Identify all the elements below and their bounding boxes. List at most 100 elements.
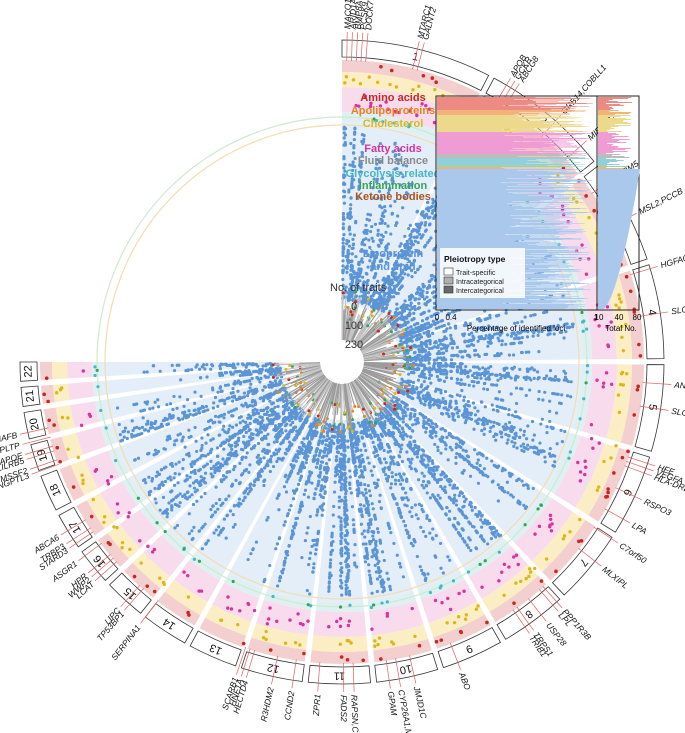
point-lipoprotein [345,264,349,268]
point-lipoprotein [557,401,562,405]
point-lipoprotein [562,336,566,340]
band-chr14-4 [195,407,314,572]
point-lipoprotein [314,465,319,469]
point-cholesterol [544,557,549,561]
point-lipoprotein [402,315,406,320]
point-lipoprotein [375,162,379,166]
point-lipoprotein [372,177,376,181]
point-lipoprotein [504,311,508,315]
band-chr21-2 [67,381,95,401]
point-lipoprotein [412,538,417,543]
point-lipoprotein [380,214,384,218]
band-chr8-1 [481,564,539,612]
point-lipoprotein [438,351,442,356]
point-lipoprotein [434,430,438,435]
point-glycolysis [369,605,373,610]
point-lipoprotein [420,210,424,214]
point-lipoprotein [399,434,403,438]
band-chr8-2 [469,546,529,599]
point-lipoprotein [331,539,335,544]
point-lipoprotein [419,236,423,240]
point-lipoprotein [402,472,406,476]
point-lipoprotein [343,162,347,167]
point-lipoprotein [493,332,497,336]
point-lipoprotein [430,368,434,372]
point-lipoprotein [407,259,412,264]
point-amino-acid [612,471,616,475]
point-lipoprotein [329,558,333,562]
point-lipoprotein [370,264,374,269]
point-fatty-acid [537,524,542,529]
band-chr17-1 [87,492,117,529]
point-lipoprotein [375,251,379,255]
point-lipoprotein [280,570,284,574]
point-lipoprotein [265,518,269,522]
point-lipoprotein [571,325,575,329]
point-lipoprotein [399,317,404,321]
point-lipoprotein [421,282,425,286]
point-lipoprotein [359,170,363,174]
point-lipoprotein [393,412,397,416]
point-lipoprotein [427,309,431,313]
point-lipoprotein [423,302,427,306]
point-lipoprotein [337,505,341,510]
point-lipoprotein [433,401,437,405]
point-lipoprotein [505,441,509,445]
point-lipoprotein [380,176,384,180]
point-fatty-acid [591,446,595,450]
point-lipoprotein [387,465,392,469]
point-lipoprotein [470,331,474,335]
point-lipoprotein [319,434,323,438]
point-lipoprotein [419,340,424,345]
point-lipoprotein [442,323,446,328]
point-lipoprotein [490,531,494,535]
band-chr15-0 [124,562,161,598]
point-amino-acid [339,655,344,659]
point-lipoprotein [341,215,346,219]
point-lipoprotein [427,238,431,243]
point-lipoprotein [385,244,389,248]
point-lipoprotein [317,479,321,483]
point-lipoprotein [426,352,431,357]
point-fatty-acid [275,619,279,623]
point-lipoprotein [275,542,280,546]
point-lipoprotein [364,251,368,255]
point-lipoprotein [533,445,537,449]
point-lipoprotein [396,161,400,166]
point-lipoprotein [427,347,432,351]
point-lipoprotein [398,455,402,459]
band-chr5-3 [572,364,592,432]
point-lipoprotein [444,443,448,447]
point-lipoprotein [276,584,280,588]
point-lipoprotein [393,154,397,158]
point-lipoprotein [356,196,360,200]
point-lipoprotein [290,535,294,539]
point-lipoprotein [381,253,385,257]
point-lipoprotein [375,577,380,581]
point-lipoprotein [286,512,290,516]
point-lipoprotein [377,421,381,425]
point-lipoprotein [414,330,418,334]
band-chr10-0 [373,638,432,663]
point-lipoprotein [339,485,343,489]
point-lipoprotein [409,435,413,439]
point-lipoprotein [462,349,467,353]
point-lipoprotein [409,412,413,416]
point-lipoprotein [291,532,296,536]
point-lipoprotein [327,427,331,431]
point-fatty-acid [410,606,414,611]
point-lipoprotein [422,419,426,423]
point-lipoprotein [363,487,368,492]
point-fatty-acid [384,100,388,104]
point-amino-acid [605,494,610,499]
point-lipoprotein [369,435,373,439]
point-lipoprotein [445,435,449,439]
point-lipoprotein [412,311,416,315]
point-lipoprotein [327,585,331,589]
point-lipoprotein [362,465,366,469]
point-lipoprotein [382,422,387,426]
point-lipoprotein [374,417,378,421]
point-lipoprotein [430,211,434,215]
point-lipoprotein [389,531,393,535]
point-lipoprotein [378,460,382,464]
